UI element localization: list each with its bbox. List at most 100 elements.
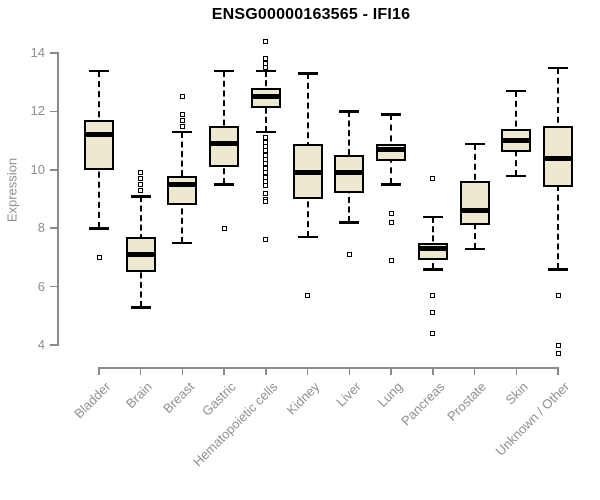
outlier-pancreas xyxy=(430,310,436,316)
y-tick xyxy=(50,110,58,113)
x-tick xyxy=(515,367,518,375)
whisker-cap-bottom-hematopoietic-cells xyxy=(255,130,276,134)
x-tick-label-text: Breast xyxy=(159,379,198,417)
outlier-pancreas xyxy=(430,176,436,182)
median-pancreas xyxy=(417,246,448,252)
outlier-unknown-other xyxy=(555,342,561,348)
outlier-hematopoietic-cells xyxy=(263,190,269,196)
y-tick xyxy=(50,285,58,288)
outlier-brain xyxy=(138,176,144,182)
whisker-cap-top-breast xyxy=(172,130,193,134)
whisker-cap-top-unknown-other xyxy=(548,66,569,70)
y-tick xyxy=(50,169,58,171)
x-axis-line xyxy=(98,367,560,369)
whisker-cap-bottom-gastric xyxy=(214,183,235,186)
y-tick-label: 12 xyxy=(30,103,45,119)
y-tick-label: 4 xyxy=(37,337,45,352)
whisker-cap-top-skin xyxy=(506,89,527,93)
y-tick-label: 6 xyxy=(37,278,45,294)
outlier-lung xyxy=(388,211,394,217)
whisker-cap-bottom-pancreas xyxy=(422,268,443,271)
whisker-cap-top-bladder xyxy=(89,69,109,73)
median-skin xyxy=(501,138,532,144)
outlier-brain xyxy=(138,187,144,193)
x-tick-label-text: Bladder xyxy=(71,379,114,422)
y-tick-label: 10 xyxy=(30,161,45,177)
box-gastric xyxy=(209,126,240,167)
outlier-hematopoietic-cells xyxy=(263,65,269,71)
whisker-cap-bottom-bladder xyxy=(89,227,109,230)
x-tick-label-text: Lung xyxy=(374,379,406,411)
x-tick-label-text: Pancreas xyxy=(397,379,448,429)
whisker-cap-bottom-unknown-other xyxy=(548,268,569,271)
outlier-hematopoietic-cells xyxy=(263,183,269,189)
whisker-cap-bottom-skin xyxy=(506,174,527,178)
y-axis-line xyxy=(57,52,59,346)
x-tick xyxy=(181,367,184,375)
whisker-cap-bottom-kidney xyxy=(297,235,318,239)
x-tick xyxy=(348,367,351,375)
x-tick-label-text: Liver xyxy=(333,379,364,410)
x-tick-label-text: Gastric xyxy=(199,379,239,419)
outlier-bladder xyxy=(96,254,102,260)
outlier-kidney xyxy=(305,292,311,298)
median-brain xyxy=(125,251,156,257)
x-tick xyxy=(473,367,476,375)
outlier-gastric xyxy=(221,225,227,231)
box-breast xyxy=(167,175,198,205)
x-tick-label-text: Prostate xyxy=(444,379,490,424)
x-tick-label-text: Brain xyxy=(123,379,156,412)
y-tick xyxy=(50,227,58,229)
outlier-unknown-other xyxy=(555,351,561,357)
x-tick xyxy=(139,367,142,375)
whisker-cap-bottom-prostate xyxy=(464,247,485,251)
whisker-cap-bottom-breast xyxy=(172,241,193,245)
x-tick xyxy=(432,367,434,375)
chart-title: ENSG00000163565 - IFI16 xyxy=(211,6,411,23)
outlier-pancreas xyxy=(430,330,436,336)
y-tick-label: 8 xyxy=(37,220,45,236)
x-tick-label-text: Skin xyxy=(502,379,531,408)
outlier-breast xyxy=(179,123,185,129)
outlier-lung xyxy=(388,219,394,225)
whisker-cap-top-gastric xyxy=(214,69,235,73)
outlier-hematopoietic-cells xyxy=(263,237,269,243)
median-liver xyxy=(334,170,365,176)
whisker-cap-top-hematopoietic-cells xyxy=(255,69,276,73)
outlier-breast xyxy=(179,117,185,123)
whisker-cap-bottom-lung xyxy=(381,183,402,186)
x-tick-label-text: Kidney xyxy=(283,379,323,418)
box-bladder xyxy=(84,120,114,170)
x-tick xyxy=(223,367,225,375)
y-tick-label: 14 xyxy=(30,45,45,60)
y-tick xyxy=(50,52,58,54)
median-gastric xyxy=(209,141,240,147)
whisker-cap-top-liver xyxy=(339,110,360,113)
outlier-lung xyxy=(388,257,394,263)
x-tick xyxy=(306,367,309,375)
whisker-cap-bottom-brain xyxy=(130,306,151,309)
whisker-cap-top-kidney xyxy=(297,72,318,75)
whisker-cap-top-lung xyxy=(381,113,402,116)
whisker-cap-top-prostate xyxy=(464,142,485,146)
outlier-liver xyxy=(346,251,352,257)
x-tick xyxy=(265,367,267,375)
x-tick xyxy=(557,367,559,375)
x-tick xyxy=(390,367,392,375)
y-tick xyxy=(50,344,58,346)
outlier-breast xyxy=(179,111,185,117)
outlier-breast xyxy=(179,94,185,100)
whisker-cap-top-brain xyxy=(130,195,151,198)
median-bladder xyxy=(84,132,114,138)
median-unknown-other xyxy=(543,155,574,161)
x-tick xyxy=(98,367,100,375)
whisker-pancreas xyxy=(431,216,434,270)
median-lung xyxy=(376,146,407,152)
whisker-cap-bottom-liver xyxy=(339,221,360,224)
outlier-unknown-other xyxy=(555,292,561,298)
outlier-hematopoietic-cells xyxy=(263,38,269,44)
outlier-hematopoietic-cells xyxy=(263,199,269,205)
median-kidney xyxy=(292,170,323,176)
whisker-cap-top-pancreas xyxy=(422,215,443,219)
